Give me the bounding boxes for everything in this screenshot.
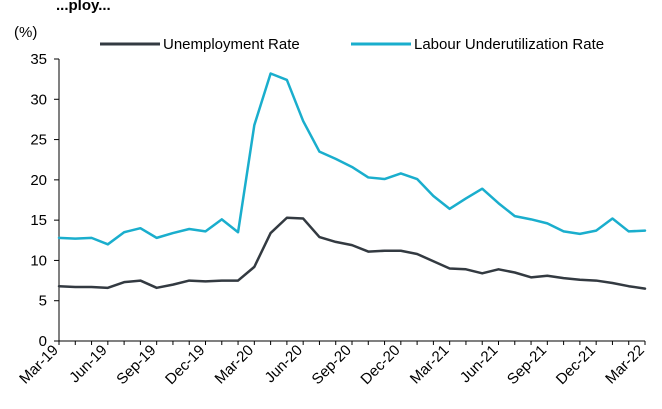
y-tick-label: 20 xyxy=(30,172,47,189)
x-tick-label: Jun-19 xyxy=(66,342,110,386)
y-tick-label: 10 xyxy=(30,252,47,269)
y-axis-unit-label: (%) xyxy=(14,24,37,41)
x-tick-label: Dec-20 xyxy=(357,342,403,388)
x-tick-label: Sep-19 xyxy=(113,342,159,388)
series-line-underutilization xyxy=(57,72,647,246)
x-tick-label: Mar-22 xyxy=(602,342,648,388)
series-line-unemployment xyxy=(57,216,647,290)
x-tick-label: Sep-21 xyxy=(504,342,550,388)
y-tick-label: 5 xyxy=(39,293,47,310)
legend-label-underutilization: Labour Underutilization Rate xyxy=(414,36,604,53)
x-tick-label: Dec-19 xyxy=(162,342,208,388)
chart-title-fragment: ...ploy... xyxy=(56,0,111,14)
y-tick-label: 25 xyxy=(30,132,47,149)
y-tick-label: 35 xyxy=(30,51,47,68)
legend-label-unemployment: Unemployment Rate xyxy=(163,36,300,53)
x-tick-label: Sep-20 xyxy=(309,342,355,388)
x-tick-label: Mar-21 xyxy=(407,342,453,388)
legend: Unemployment Rate Labour Underutilizatio… xyxy=(100,36,604,53)
x-tick-label: Jun-20 xyxy=(262,342,306,386)
x-tick-label: Jun-21 xyxy=(457,342,501,386)
y-tick-label: 0 xyxy=(39,333,47,350)
series-layer xyxy=(57,72,647,290)
y-tick-label: 30 xyxy=(30,91,47,108)
x-tick-label: Dec-21 xyxy=(553,342,599,388)
x-tick-label: Mar-20 xyxy=(212,342,258,388)
y-tick-label: 15 xyxy=(30,212,47,229)
